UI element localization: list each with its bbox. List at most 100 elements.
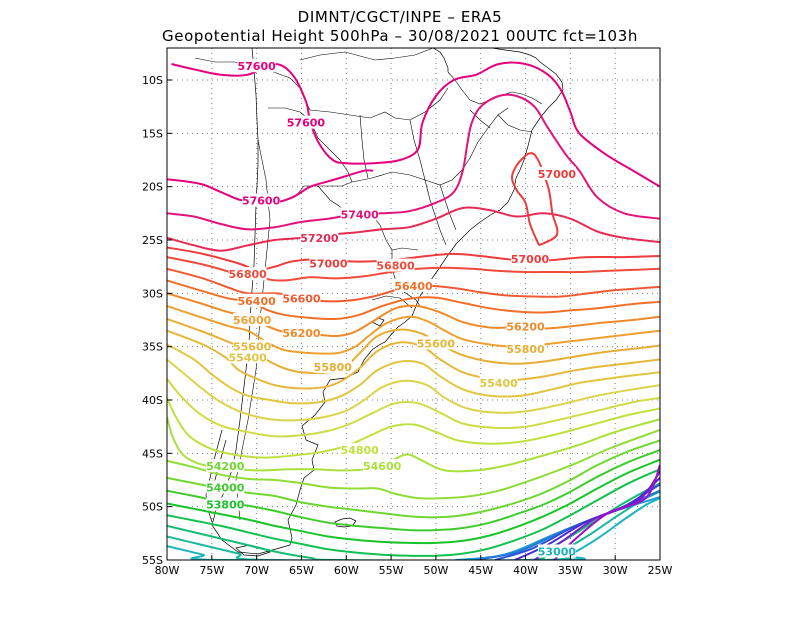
x-tick-label: 40W	[513, 564, 538, 577]
contour-57200	[167, 206, 660, 252]
x-tick-label: 45W	[468, 564, 493, 577]
contour-label: 56800	[376, 260, 415, 273]
contour-label: 55600	[417, 337, 456, 350]
contour-label: 55800	[506, 343, 545, 356]
x-tick-label: 80W	[155, 564, 180, 577]
x-tick-label: 55W	[379, 564, 404, 577]
y-tick-label: 50S	[142, 501, 163, 514]
contour-label: 53800	[206, 499, 245, 512]
contour-label: 56200	[282, 327, 321, 340]
contour-label: 54800	[341, 444, 380, 457]
contour-label-bg	[506, 319, 545, 333]
x-tick-label: 75W	[199, 564, 224, 577]
contour-label: 56800	[229, 268, 268, 281]
contour-57600	[171, 61, 660, 188]
contour-label: 55400	[480, 377, 519, 390]
x-tick-label: 70W	[244, 564, 269, 577]
y-tick-label: 55S	[142, 554, 163, 567]
contour-label: 57200	[300, 232, 339, 245]
contour-label-bg	[363, 459, 402, 473]
border-brazil-states-3	[359, 114, 457, 246]
x-tick-label: 25W	[648, 564, 673, 577]
y-tick-label: 30S	[142, 287, 163, 300]
contour-55400	[167, 343, 660, 405]
contour-53000	[167, 497, 660, 560]
contour-label: 57000	[309, 257, 348, 270]
contour-label-bg	[233, 339, 272, 353]
contour-54400	[167, 428, 660, 500]
x-tick-label: 65W	[289, 564, 314, 577]
y-tick-label: 45S	[142, 447, 163, 460]
contour-label-bg	[376, 258, 415, 272]
contour-label-bg	[300, 230, 339, 244]
contour-label: 57000	[511, 253, 550, 266]
border-uruguay	[371, 295, 413, 309]
contour-label-bg	[237, 293, 276, 307]
contour-56000	[167, 305, 660, 355]
contour-label: 56200	[506, 320, 545, 333]
contour-label-bg	[479, 375, 518, 389]
contour-53600	[167, 468, 660, 557]
contour-label: 57600	[287, 117, 326, 130]
x-tick-label: 50W	[423, 564, 448, 577]
contour-label: 56400	[394, 280, 433, 293]
contour-55000	[167, 378, 660, 438]
contour-label-bg	[237, 59, 276, 73]
contour-label: 55800	[314, 361, 353, 374]
contour-label-bg	[537, 166, 576, 180]
contour-label-bg	[242, 193, 281, 207]
contour-label-bg	[282, 291, 321, 305]
x-tick-label: 35W	[558, 564, 583, 577]
contour-label-bg	[282, 325, 321, 339]
contour-label: 53000	[538, 545, 577, 558]
contour-label-bg	[416, 336, 455, 350]
contour-57400	[167, 93, 660, 231]
contour-label-bg	[340, 207, 379, 221]
contour-55600	[167, 329, 660, 390]
contour-label: 56400	[237, 295, 276, 308]
contour-label: 57000	[538, 168, 577, 181]
contour-label-bg	[206, 497, 245, 511]
contour-54800	[167, 397, 660, 459]
contour-label-bg	[394, 278, 433, 292]
y-tick-label: 35S	[142, 341, 163, 354]
border-bolivia	[268, 107, 353, 201]
y-tick-label: 40S	[142, 394, 163, 407]
x-tick-label: 60W	[334, 564, 359, 577]
contour-label-bg	[228, 350, 267, 364]
border-brazil-states-5	[299, 48, 434, 61]
coastline-northeast	[432, 48, 449, 72]
title-line-2: Geopotential Height 500hPa – 30/08/2021 …	[162, 27, 638, 45]
title-line-1: DIMNT/CGCT/INPE – ERA5	[297, 8, 503, 26]
contour-label-bg	[537, 544, 576, 558]
contour-52200	[514, 477, 660, 560]
contour-label: 54200	[206, 460, 245, 473]
contour-label: 54600	[363, 460, 402, 473]
plot-frame	[166, 47, 661, 561]
border-brazil-states-2	[351, 107, 509, 186]
contour-label-bg	[206, 480, 245, 494]
contour-label: 57600	[237, 60, 276, 73]
border-brazil-states-1	[309, 87, 449, 121]
y-tick-label: 25S	[142, 234, 163, 247]
x-tick-label: 30W	[603, 564, 628, 577]
y-tick-label: 20S	[142, 181, 163, 194]
y-tick-label: 10S	[142, 74, 163, 87]
contour-54200	[167, 439, 660, 519]
contour-label-bg	[309, 256, 348, 270]
contour-label: 55400	[229, 351, 268, 364]
contour-label: 57600	[242, 195, 281, 208]
contour-label-bg	[506, 341, 545, 355]
axis-ticks: 80W 75W 70W 65W 60W 55W 50W 45W 40W 35W 30W 25W 10S 1…	[142, 74, 673, 577]
contour-label-bg	[286, 115, 325, 129]
contour-label-bg	[228, 267, 267, 281]
contour-label-bg	[206, 459, 245, 473]
contour-53800	[167, 458, 660, 545]
coastline-falklands	[334, 517, 357, 528]
contour-label: 56600	[282, 293, 321, 306]
contour-label: 54000	[206, 481, 245, 494]
contour-label-bg	[313, 359, 352, 373]
y-tick-label: 15S	[142, 127, 163, 140]
